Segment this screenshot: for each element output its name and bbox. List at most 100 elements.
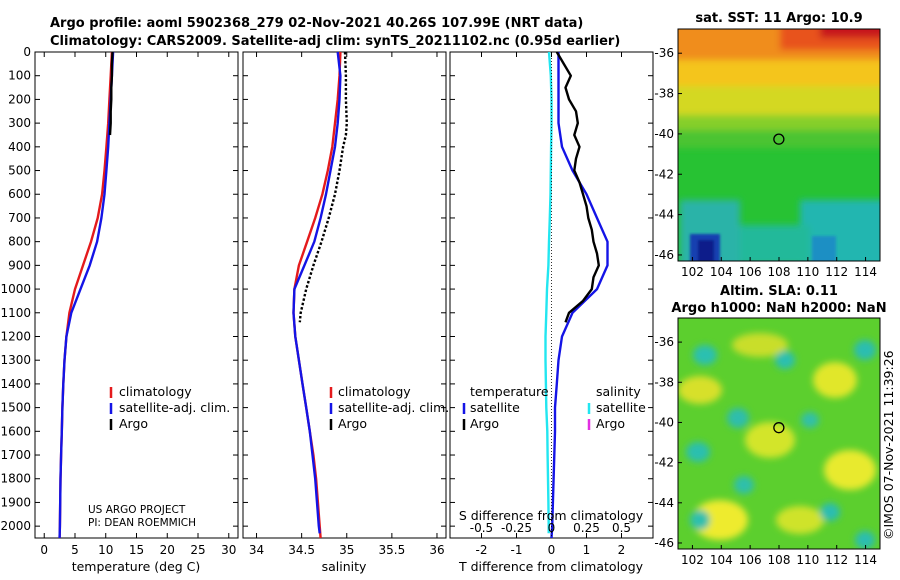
sst-map-title: sat. SST: 11 Argo: 10.9 — [695, 11, 862, 26]
map-ytick-label: -42 — [654, 456, 674, 470]
xtick-label: 10 — [98, 543, 113, 557]
xtick-label: -2 — [476, 543, 488, 557]
ytick-label: 0 — [23, 45, 31, 59]
legend-label-satellite: satellite-adj. clim. — [338, 400, 449, 415]
figure-title-line1: Argo profile: aoml 5902368_279 02-Nov-20… — [50, 16, 583, 31]
xtick-label: 1 — [583, 543, 591, 557]
xtick-label: 34 — [249, 543, 264, 557]
xtick-label: 35.5 — [379, 543, 406, 557]
map-xtick-label: 104 — [710, 553, 733, 567]
legend-title-temperature: temperature — [470, 384, 549, 399]
map-ytick-label: -44 — [654, 208, 674, 222]
ytick-label: 1000 — [0, 282, 31, 296]
ytick-label: 200 — [8, 92, 31, 106]
ytick-label: 300 — [8, 116, 31, 130]
difference-xlabel2: S difference from climatology — [459, 508, 644, 523]
xtick-label: 2 — [618, 543, 626, 557]
series-line-satellite-adj-clim- — [292, 51, 342, 534]
xtick-label: -1 — [511, 543, 523, 557]
map-xtick-label: 102 — [681, 265, 704, 279]
series-line-satellite-adj-clim- — [58, 51, 115, 539]
xtick-label: 15 — [129, 543, 144, 557]
legend-label-argo: Argo — [119, 416, 148, 431]
xtick-label: 5 — [71, 543, 79, 557]
map-xtick-label: 106 — [739, 265, 762, 279]
difference-panel: -2 -1 0 1 2 -0.5 -0.25 0 0.25 0.5 T difference fr… — [449, 51, 654, 574]
ytick-label: 1300 — [0, 353, 31, 367]
sst-argo-location-marker — [773, 133, 785, 145]
xtick2-label: -0.25 — [501, 521, 532, 535]
ytick-label: 1900 — [0, 495, 31, 509]
ytick-label: 1200 — [0, 329, 31, 343]
map-ytick-label: -44 — [654, 496, 674, 510]
temperature-panel-frame — [34, 51, 239, 539]
xtick-label: 35 — [339, 543, 354, 557]
map-ytick-label: -36 — [654, 335, 674, 349]
map-xtick-label: 112 — [825, 553, 848, 567]
map-ytick-label: -36 — [654, 46, 674, 60]
sla-field — [678, 318, 880, 549]
series-line-temperature-argo — [555, 51, 600, 323]
ytick-label: 500 — [8, 164, 31, 178]
ytick-label: 1400 — [0, 377, 31, 391]
series-line-salinity-satellite — [544, 51, 553, 534]
sst-field — [678, 29, 880, 261]
pi-credit: PI: DEAN ROEMMICH — [88, 517, 196, 529]
ytick-label: 1800 — [0, 472, 31, 486]
temperature-legend: climatology satellite-adj. clim. Argo — [109, 384, 230, 431]
salinity-panel-frame — [242, 51, 447, 539]
project-credit: US ARGO PROJECT — [88, 504, 186, 516]
map-ytick-label: -46 — [654, 536, 674, 550]
map-xtick-label: 104 — [710, 265, 733, 279]
map-ytick-label: -40 — [654, 127, 674, 141]
xtick2-label: -0.5 — [470, 521, 493, 535]
ytick-label: 600 — [8, 187, 31, 201]
temperature-xlabel: temperature (deg C) — [72, 559, 201, 574]
sla-argo-location-marker — [773, 422, 785, 434]
xtick-label: 36 — [429, 543, 444, 557]
temperature-panel: 0 5 10 15 20 25 300100200300400500600700800900… — [0, 45, 239, 574]
map-xtick-label: 114 — [854, 265, 877, 279]
map-xtick-label: 106 — [739, 553, 762, 567]
xtick-label: 30 — [221, 543, 236, 557]
figure-title-line2: Climatology: CARS2009. Satellite-adj cli… — [50, 34, 620, 49]
map-xtick-label: 110 — [796, 553, 819, 567]
map-xtick-label: 102 — [681, 553, 704, 567]
salinity-panel: 34 34.5 35 35.5 36 salinity — [242, 51, 447, 574]
ytick-label: 700 — [8, 211, 31, 225]
legend-title-salinity: salinity — [596, 384, 641, 399]
legend-label-temp-argo: Argo — [470, 416, 499, 431]
map-xtick-label: 112 — [825, 265, 848, 279]
salinity-xlabel: salinity — [322, 559, 367, 574]
sla-map-title: Altim. SLA: 0.11 — [720, 284, 838, 299]
series-line-argo — [108, 51, 114, 136]
ytick-label: 900 — [8, 258, 31, 272]
series-line-argo — [298, 51, 348, 323]
ytick-label: 1700 — [0, 448, 31, 462]
legend-label-sal-satellite: satellite — [596, 400, 646, 415]
map-xtick-label: 108 — [768, 553, 791, 567]
legend-label-satellite: satellite-adj. clim. — [119, 400, 230, 415]
sla-map-title2: Argo h1000: NaN h2000: NaN — [671, 301, 886, 316]
difference-legend: temperature salinity satellite Argo sate… — [462, 384, 646, 431]
xtick2-label: 0.25 — [573, 521, 600, 535]
ytick-label: 1600 — [0, 424, 31, 438]
xtick2-label: 0 — [548, 521, 556, 535]
map-xtick-label: 108 — [768, 265, 791, 279]
ytick-label: 800 — [8, 235, 31, 249]
legend-label-temp-satellite: satellite — [470, 400, 520, 415]
xtick-label: 0 — [548, 543, 556, 557]
sla-map-panel: Altim. SLA: 0.11 Argo h1000: NaN h2000: … — [654, 284, 886, 567]
legend-label-climatology: climatology — [338, 384, 411, 399]
ytick-label: 1500 — [0, 401, 31, 415]
ytick-label: 2000 — [0, 519, 31, 533]
ytick-label: 400 — [8, 140, 31, 154]
xtick-label: 20 — [160, 543, 175, 557]
map-ytick-label: -38 — [654, 87, 674, 101]
legend-label-argo: Argo — [338, 416, 367, 431]
ytick-label: 1100 — [0, 306, 31, 320]
map-ytick-label: -46 — [654, 248, 674, 262]
xtick-label: 0 — [40, 543, 48, 557]
series-line-temperature-satellite — [550, 52, 609, 539]
